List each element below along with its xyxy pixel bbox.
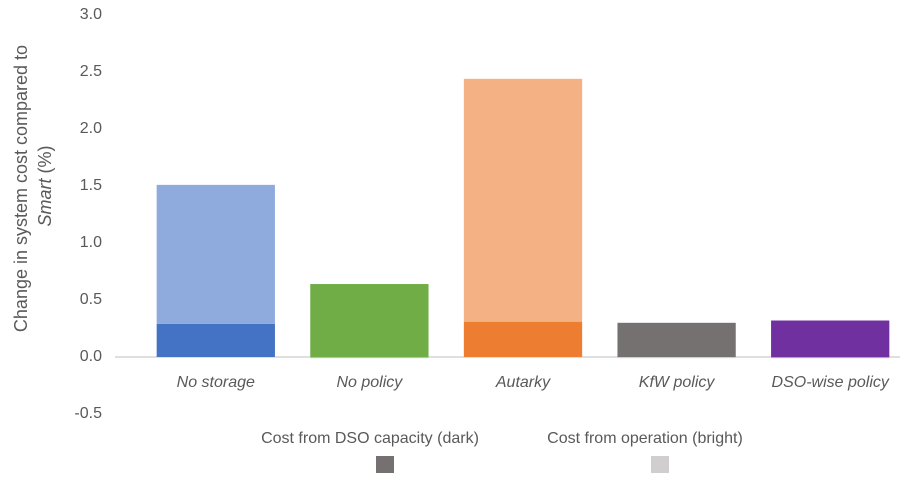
x-tick-label: No policy bbox=[336, 374, 403, 391]
x-tick-label: Autarky bbox=[495, 374, 551, 391]
y-tick-label: 1.0 bbox=[80, 234, 102, 251]
bar-segment bbox=[463, 78, 583, 322]
legend-swatch bbox=[651, 456, 669, 473]
bar-segment bbox=[310, 357, 429, 359]
y-tick-label: -0.5 bbox=[74, 405, 102, 422]
bar-segment bbox=[156, 323, 275, 357]
y-tick-label: 3.0 bbox=[80, 6, 102, 23]
y-axis-label-unit: (%) bbox=[35, 145, 55, 178]
x-tick-label: No storage bbox=[177, 374, 255, 391]
x-tick-label: KfW policy bbox=[639, 374, 716, 391]
y-tick-label: 1.5 bbox=[80, 177, 102, 194]
legend-swatch bbox=[376, 456, 394, 473]
bar-segment bbox=[617, 322, 736, 357]
bar-segment bbox=[771, 320, 890, 357]
legend-label: Cost from operation (bright) bbox=[547, 430, 743, 447]
y-axis-label: Change in system cost compared to Smart … bbox=[11, 40, 55, 332]
y-tick-label: 0.0 bbox=[80, 348, 102, 365]
bar-segment bbox=[310, 284, 429, 357]
legend-label: Cost from DSO capacity (dark) bbox=[261, 430, 479, 447]
x-tick-label: DSO-wise policy bbox=[772, 374, 890, 391]
y-tick-label: 0.5 bbox=[80, 291, 102, 308]
bar-segment bbox=[617, 357, 736, 359]
y-axis-label-emph: Smart bbox=[35, 178, 55, 227]
bar-segment bbox=[156, 184, 275, 324]
y-axis-label-line: Change in system cost compared to bbox=[11, 45, 31, 332]
bar-segment bbox=[771, 357, 890, 359]
bar-segment bbox=[463, 321, 583, 357]
y-tick-label: 2.0 bbox=[80, 120, 102, 137]
y-tick-label: 2.5 bbox=[80, 63, 102, 80]
